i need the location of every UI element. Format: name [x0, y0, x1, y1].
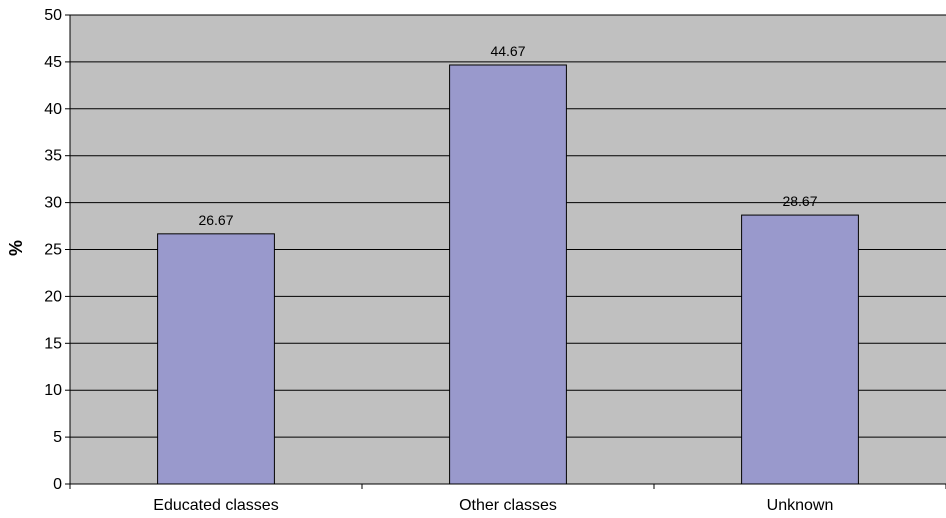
bar	[741, 214, 859, 485]
bar	[157, 233, 275, 485]
x-tick-labels: Educated classes Other classes Unknown	[153, 497, 834, 514]
y-tick-label: 25	[44, 242, 62, 259]
y-tick-label: 45	[44, 54, 62, 71]
y-tick-label: 5	[53, 429, 62, 446]
data-labels: 26.67 44.67 28.67	[198, 43, 817, 228]
y-tick-label: 15	[44, 335, 62, 352]
x-tick-label: Unknown	[767, 497, 834, 513]
y-tick-label: 30	[44, 195, 62, 212]
data-label: 26.67	[198, 212, 233, 228]
data-label: 28.67	[782, 193, 817, 209]
x-tick-label: Other classes	[459, 497, 557, 513]
y-tick-label: 40	[44, 101, 62, 118]
bars	[157, 64, 859, 485]
y-axis-title: %	[6, 240, 26, 256]
y-tick-label: 20	[44, 288, 62, 305]
y-tick-labels: 0 5 10 15 20 25 30 35 40 45 50	[44, 7, 62, 493]
data-label: 44.67	[490, 43, 525, 59]
axes	[65, 14, 946, 489]
y-tick-label: 50	[44, 7, 62, 24]
bar	[449, 64, 567, 485]
y-tick-label: 35	[44, 148, 62, 165]
y-tick-label: 0	[53, 476, 62, 493]
y-tick-label: 10	[44, 382, 62, 399]
x-tick-label: Educated classes	[153, 497, 278, 513]
